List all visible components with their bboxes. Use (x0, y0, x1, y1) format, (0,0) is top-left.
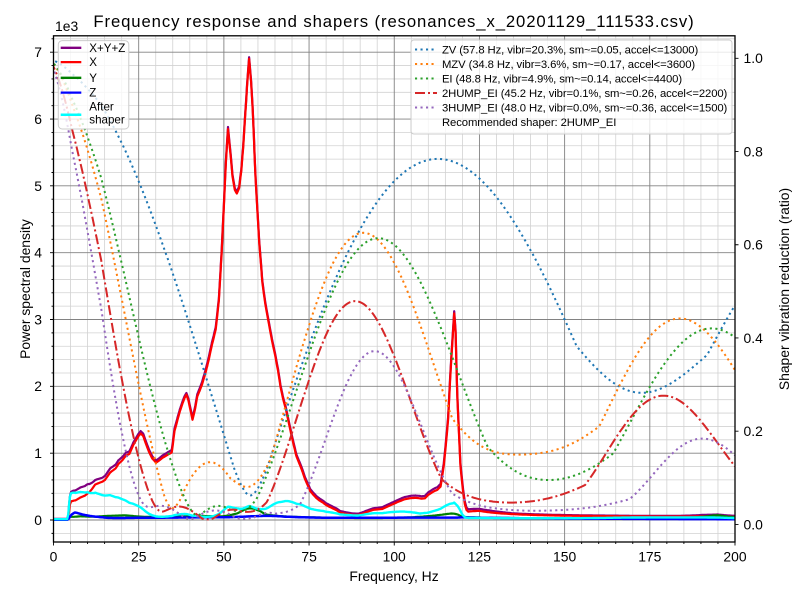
svg-text:25: 25 (131, 549, 147, 565)
svg-text:ZV (57.8 Hz, vibr=20.3%, sm~=0: ZV (57.8 Hz, vibr=20.3%, sm~=0.05, accel… (442, 45, 698, 57)
svg-text:0.6: 0.6 (744, 237, 764, 253)
svg-text:3: 3 (34, 311, 42, 327)
svg-text:125: 125 (468, 549, 491, 565)
svg-text:175: 175 (638, 549, 661, 565)
svg-text:0: 0 (34, 512, 42, 528)
svg-text:2HUMP_EI (45.2 Hz, vibr=0.1%,: 2HUMP_EI (45.2 Hz, vibr=0.1%, sm~=0.26, … (442, 88, 728, 100)
svg-text:0.2: 0.2 (744, 423, 764, 439)
svg-text:3HUMP_EI (48.0 Hz, vibr=0.0%,: 3HUMP_EI (48.0 Hz, vibr=0.0%, sm~=0.36, … (442, 103, 728, 115)
svg-text:200: 200 (723, 549, 746, 565)
svg-text:4: 4 (34, 245, 42, 261)
svg-text:0: 0 (50, 549, 58, 565)
svg-text:Power spectral density: Power spectral density (17, 219, 33, 359)
svg-text:X: X (89, 56, 97, 69)
svg-text:5: 5 (34, 178, 42, 194)
svg-text:Recommended shaper: 2HUMP_EI: Recommended shaper: 2HUMP_EI (442, 117, 616, 129)
svg-text:50: 50 (216, 549, 232, 565)
svg-text:Frequency response and shapers: Frequency response and shapers (resonanc… (93, 12, 694, 31)
svg-text:0.8: 0.8 (744, 143, 764, 159)
svg-text:75: 75 (301, 549, 317, 565)
svg-text:6: 6 (34, 111, 42, 127)
svg-text:Z: Z (89, 87, 96, 100)
svg-text:0.4: 0.4 (744, 330, 764, 346)
svg-text:X+Y+Z: X+Y+Z (89, 42, 125, 55)
svg-text:Y: Y (89, 72, 97, 85)
svg-text:1.0: 1.0 (744, 50, 764, 66)
svg-text:150: 150 (553, 549, 576, 565)
svg-text:After: After (89, 100, 114, 113)
svg-text:shaper: shaper (89, 114, 125, 127)
svg-text:MZV (34.8 Hz, vibr=3.6%, sm~=0: MZV (34.8 Hz, vibr=3.6%, sm~=0.17, accel… (442, 59, 695, 71)
svg-text:Shaper vibration reduction (ra: Shaper vibration reduction (ratio) (776, 188, 792, 390)
svg-text:100: 100 (383, 549, 406, 565)
svg-text:1e3: 1e3 (55, 18, 78, 34)
svg-text:1: 1 (34, 445, 42, 461)
svg-text:Frequency, Hz: Frequency, Hz (349, 568, 438, 584)
svg-text:0.0: 0.0 (744, 516, 764, 532)
svg-text:2: 2 (34, 378, 42, 394)
svg-text:7: 7 (34, 44, 42, 60)
svg-text:EI (48.8 Hz, vibr=4.9%, sm~=0.: EI (48.8 Hz, vibr=4.9%, sm~=0.14, accel<… (442, 74, 682, 86)
